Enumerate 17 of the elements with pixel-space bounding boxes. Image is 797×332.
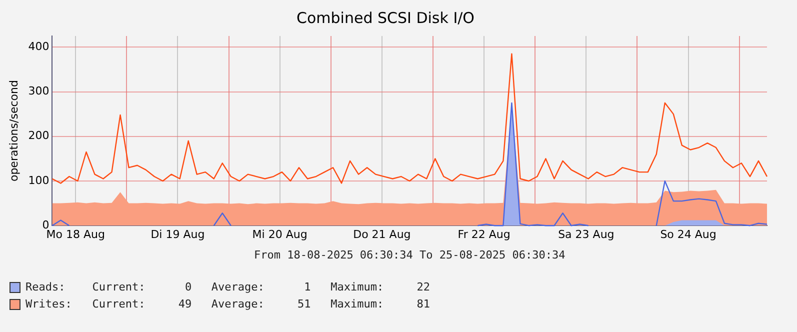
x-tick-label: Mi 20 Aug bbox=[252, 228, 308, 242]
x-tick-label: Do 21 Aug bbox=[353, 228, 411, 242]
legend-label: Writes: bbox=[26, 297, 72, 310]
x-tick-label: Di 19 Aug bbox=[150, 228, 205, 242]
x-tick-label: Sa 23 Aug bbox=[558, 228, 614, 242]
chart-title: Combined SCSI Disk I/O bbox=[296, 8, 474, 27]
x-tick-label: Fr 22 Aug bbox=[458, 228, 510, 242]
y-tick-label: 100 bbox=[28, 174, 50, 187]
text: From 18-08-2025 06:30:34 To 25-08-2025 06:30:34 bbox=[254, 248, 566, 262]
x-tick-label: So 24 Aug bbox=[660, 228, 716, 242]
y-axis-title: operations/second bbox=[7, 80, 20, 182]
legend-label: Reads: bbox=[26, 280, 66, 294]
y-tick-label: 300 bbox=[28, 84, 50, 98]
text: Current: 49 Average: 51 Maximum: 81 bbox=[92, 297, 430, 310]
y-tick-label: 400 bbox=[28, 40, 50, 54]
text: Current: 0 Average: 1 Maximum: 22 bbox=[92, 280, 430, 294]
y-tick-label: 200 bbox=[28, 129, 50, 142]
